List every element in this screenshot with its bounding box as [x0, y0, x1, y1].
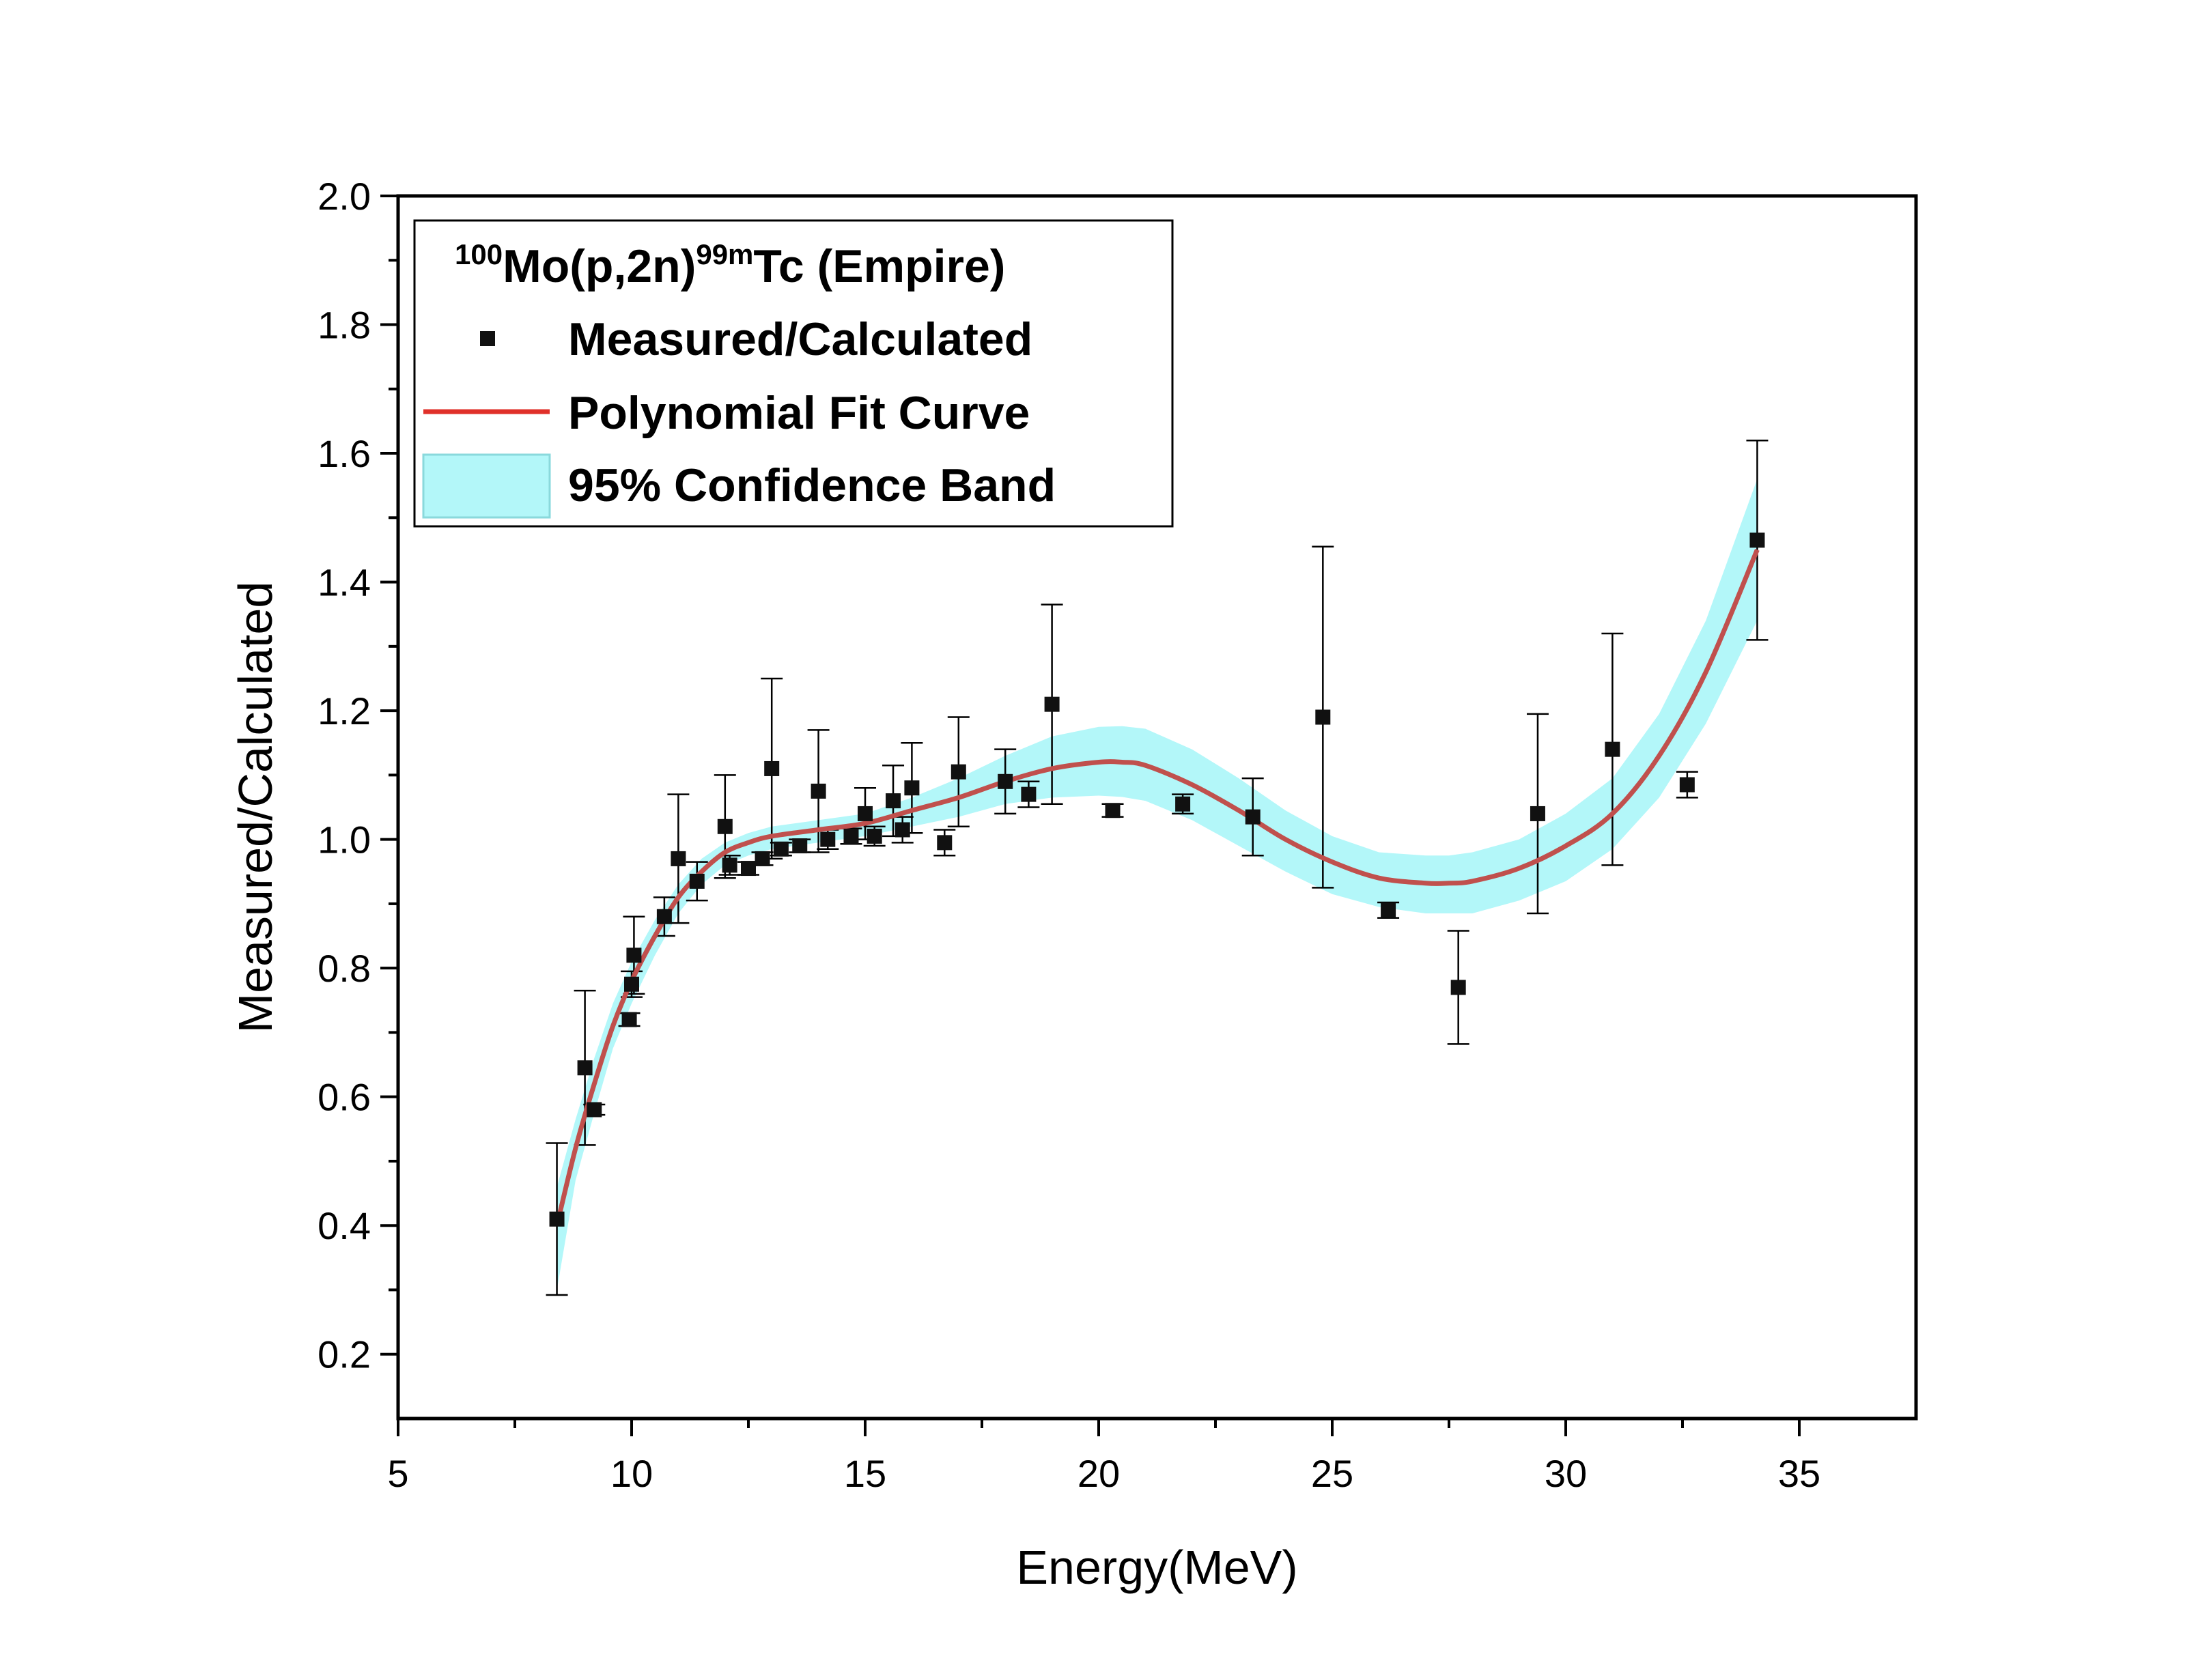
legend-point-marker	[480, 331, 495, 346]
data-point	[895, 822, 910, 838]
data-point	[951, 764, 966, 780]
data-point	[1175, 796, 1191, 812]
legend-label-fit: Polynomial Fit Curve	[568, 387, 1030, 439]
data-point	[741, 861, 756, 877]
data-point	[811, 783, 826, 799]
data-point	[577, 1060, 593, 1076]
y-tick-label: 2.0	[318, 175, 371, 218]
legend-title-post: Tc (Empire)	[753, 240, 1005, 292]
data-point	[1315, 709, 1331, 725]
data-point	[624, 976, 639, 992]
fit-curve-layer	[554, 549, 1760, 1227]
data-point	[656, 909, 672, 924]
y-axis-ticks: 0.2 0.4 0.6 0.8 1.0 1.2 1.4 1.6 1.8 2.0	[318, 175, 398, 1376]
data-point	[621, 1012, 637, 1027]
legend-label-band: 95% Confidence Band	[568, 459, 1056, 511]
x-axis-ticks: 5 10 15 20 25 30 35	[387, 1419, 1820, 1495]
y-tick-label: 1.4	[318, 561, 371, 604]
data-point	[717, 818, 733, 834]
x-tick-label: 25	[1311, 1452, 1353, 1495]
legend-label-points: Measured/Calculated	[568, 313, 1032, 365]
data-point	[858, 806, 873, 821]
data-point	[1450, 980, 1466, 995]
x-tick-label: 30	[1545, 1452, 1587, 1495]
y-tick-label: 1.2	[318, 689, 371, 732]
plot-frame	[396, 194, 1918, 1421]
data-point	[626, 948, 642, 963]
data-point	[998, 773, 1013, 789]
y-tick-label: 1.6	[318, 432, 371, 475]
data-point	[764, 760, 780, 776]
data-point	[755, 851, 770, 866]
data-point	[1749, 532, 1765, 548]
data-point	[792, 838, 808, 854]
confidence-band	[557, 479, 1758, 1290]
x-tick-label: 20	[1078, 1452, 1120, 1495]
y-tick-label: 0.4	[318, 1204, 371, 1247]
confidence-band-area	[557, 479, 1758, 1290]
x-tick-label: 10	[610, 1452, 653, 1495]
x-axis-title: Energy(MeV)	[1016, 1541, 1297, 1594]
legend-title-pre: 100	[455, 238, 503, 270]
data-point	[1245, 809, 1261, 825]
data-point	[904, 780, 920, 796]
data-point	[689, 873, 705, 889]
legend: 100Mo(p,2n)99mTc (Empire) Measured/Calcu…	[413, 219, 1174, 528]
data-points	[549, 532, 1765, 1227]
data-point	[1679, 777, 1695, 793]
legend-title-sup: 99m	[696, 238, 753, 270]
data-point	[1105, 803, 1121, 818]
data-point	[587, 1102, 602, 1117]
x-tick-label: 15	[844, 1452, 886, 1495]
data-point	[1605, 741, 1620, 757]
data-point	[1381, 902, 1396, 918]
data-point	[867, 828, 882, 844]
y-tick-label: 0.2	[318, 1333, 371, 1376]
data-point	[1021, 786, 1037, 802]
legend-band-swatch	[422, 453, 551, 519]
x-tick-label: 5	[387, 1452, 408, 1495]
legend-title-mid: Mo(p,2n)	[503, 240, 696, 292]
data-point	[1044, 696, 1060, 712]
y-tick-label: 0.8	[318, 947, 371, 990]
y-axis-title: Measured/Calculated	[229, 582, 282, 1033]
legend-title: 100Mo(p,2n)99mTc (Empire)	[455, 238, 1005, 292]
data-point	[549, 1211, 565, 1227]
data-point	[937, 835, 953, 851]
y-tick-label: 1.0	[318, 818, 371, 862]
data-point	[671, 851, 686, 866]
x-tick-label: 35	[1778, 1452, 1820, 1495]
y-tick-label: 0.6	[318, 1076, 371, 1119]
y-tick-label: 1.8	[318, 304, 371, 347]
data-point	[820, 831, 836, 847]
data-point	[773, 841, 789, 857]
data-point	[1530, 806, 1545, 821]
data-point	[886, 793, 901, 809]
data-point	[722, 857, 737, 873]
fit-curve	[554, 549, 1760, 1227]
data-point	[843, 828, 859, 844]
